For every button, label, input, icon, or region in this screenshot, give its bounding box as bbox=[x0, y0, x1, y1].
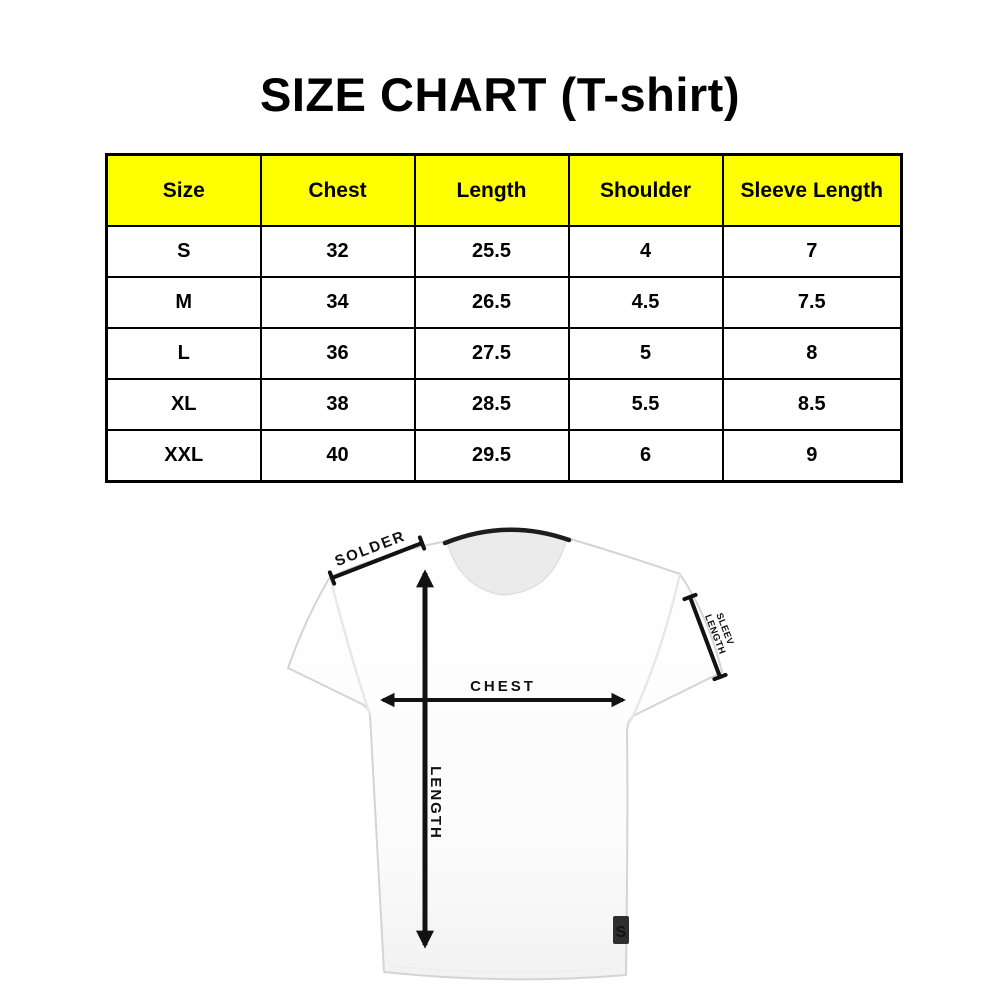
table-cell: 29.5 bbox=[413, 429, 570, 483]
table-cell: 40 bbox=[259, 429, 416, 483]
sleeve-measure-line bbox=[682, 592, 728, 682]
table-cell: 5.5 bbox=[567, 378, 724, 431]
table-cell: 7 bbox=[721, 225, 903, 278]
table-cell: 4 bbox=[567, 225, 724, 278]
table-cell: 36 bbox=[259, 327, 416, 380]
table-row: XXL 40 29.5 6 9 bbox=[105, 429, 903, 483]
tshirt-body bbox=[287, 528, 723, 981]
table-cell: L bbox=[105, 327, 262, 380]
table-cell: 8.5 bbox=[721, 378, 903, 431]
table-row: XL 38 28.5 5.5 8.5 bbox=[105, 378, 903, 431]
table-cell: 7.5 bbox=[721, 276, 903, 329]
brand-tag-letter: S bbox=[616, 924, 627, 941]
header-size: Size bbox=[105, 153, 262, 227]
table-cell: 8 bbox=[721, 327, 903, 380]
table-row: M 34 26.5 4.5 7.5 bbox=[105, 276, 903, 329]
shoulder-measure-line bbox=[327, 535, 427, 586]
table-cell: 28.5 bbox=[413, 378, 570, 431]
collar-band bbox=[442, 527, 572, 546]
tshirt-diagram: SOLDER CHEST LENGTH SLEEV LENGTH S bbox=[287, 527, 736, 981]
header-sleeve-length: Sleeve Length bbox=[721, 153, 903, 227]
table-cell: 9 bbox=[721, 429, 903, 483]
page-title: SIZE CHART (T-shirt) bbox=[260, 68, 740, 121]
header-chest: Chest bbox=[259, 153, 416, 227]
table-cell: M bbox=[105, 276, 262, 329]
header-length: Length bbox=[413, 153, 570, 227]
table-cell: 34 bbox=[259, 276, 416, 329]
table-cell: 4.5 bbox=[567, 276, 724, 329]
table-cell: 32 bbox=[259, 225, 416, 278]
table-row: L 36 27.5 5 8 bbox=[105, 327, 903, 380]
armhole-seam-right bbox=[628, 573, 682, 723]
header-shoulder: Shoulder bbox=[567, 153, 724, 227]
table-cell: XXL bbox=[105, 429, 262, 483]
length-label: LENGTH bbox=[427, 766, 444, 840]
size-table: Size Chest Length Shoulder Sleeve Length… bbox=[105, 153, 903, 483]
brand-tag: S bbox=[613, 916, 629, 944]
table-cell: 6 bbox=[567, 429, 724, 483]
table-cell: 27.5 bbox=[413, 327, 570, 380]
table-cell: S bbox=[105, 225, 262, 278]
table-cell: 25.5 bbox=[413, 225, 570, 278]
table-header-row: Size Chest Length Shoulder Sleeve Length bbox=[105, 153, 903, 227]
table-cell: 5 bbox=[567, 327, 724, 380]
table-cell: XL bbox=[105, 378, 262, 431]
table-cell: 26.5 bbox=[413, 276, 570, 329]
armhole-seam-left bbox=[328, 576, 372, 716]
table-row: S 32 25.5 4 7 bbox=[105, 225, 903, 278]
table-cell: 38 bbox=[259, 378, 416, 431]
hem-shadow bbox=[389, 965, 621, 974]
chest-label: CHEST bbox=[470, 678, 536, 695]
